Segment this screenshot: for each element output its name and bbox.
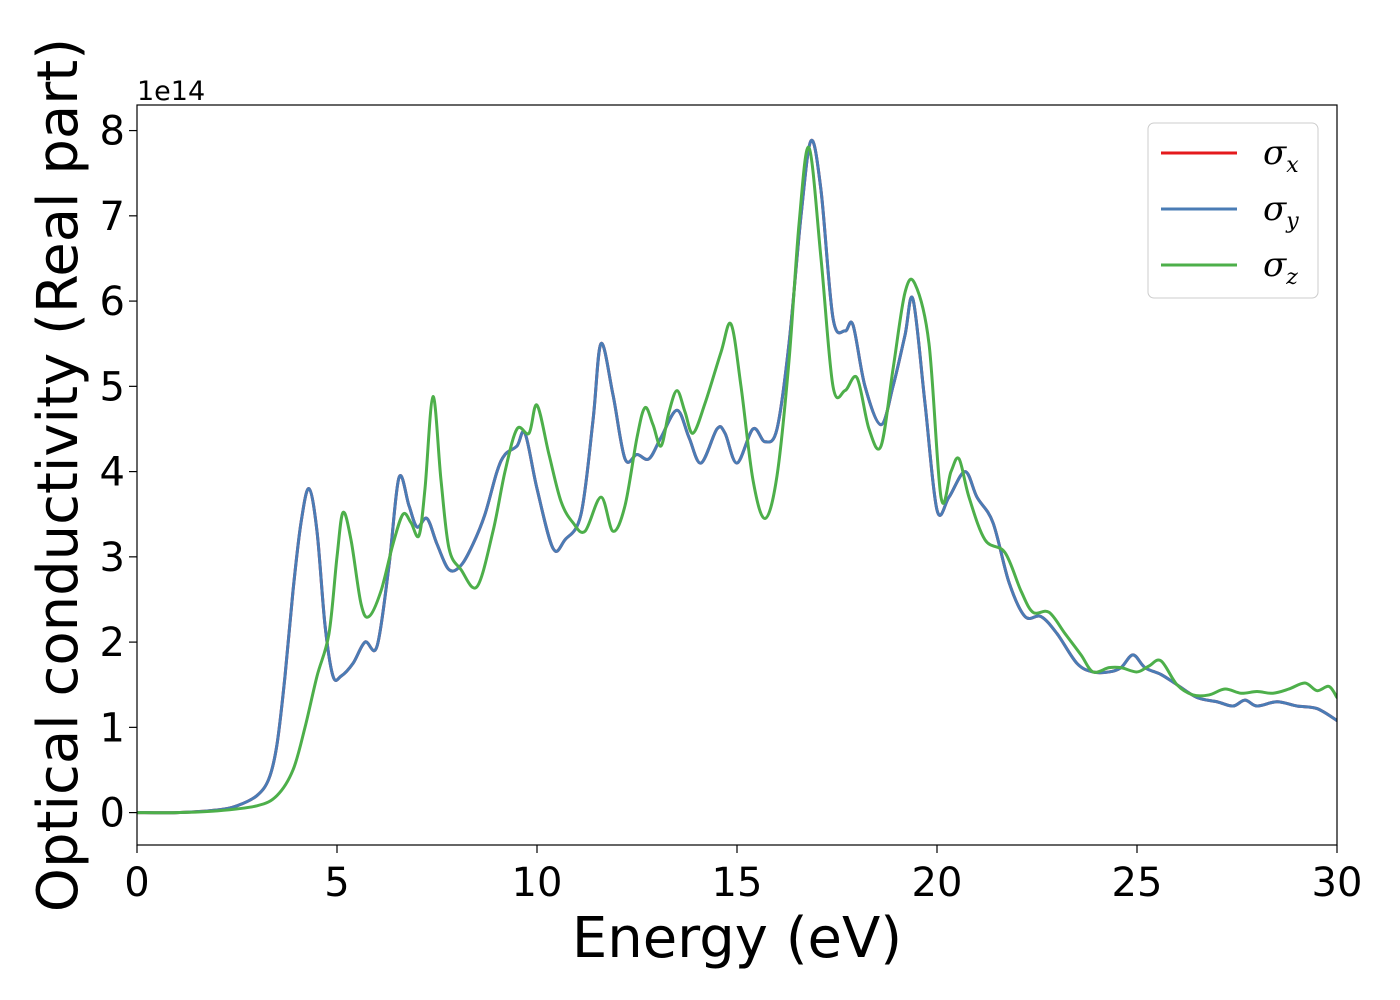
legend-label-x: σx (1263, 133, 1299, 178)
y-tick-label: 8 (100, 109, 125, 155)
y-axis-title: Optical conductivity (Real part) (26, 38, 91, 912)
y-tick-label: 4 (100, 450, 125, 496)
series-line-z (137, 145, 1337, 815)
series-layer (137, 138, 1337, 815)
legend: σx σy σz (1147, 122, 1319, 299)
x-axis-title: Energy (eV) (572, 906, 902, 971)
y-tick-label: 2 (100, 620, 125, 666)
y-tick-label: 0 (100, 791, 125, 837)
y-tick-label: 5 (100, 364, 125, 410)
series-line-y (137, 138, 1337, 815)
x-tick-label: 0 (124, 860, 149, 906)
y-tick-label: 6 (100, 279, 125, 325)
legend-label-y: σy (1263, 189, 1299, 234)
y-offset-label: 1e14 (137, 76, 205, 107)
y-axis: 0 1 2 3 4 5 6 7 8 (100, 109, 137, 837)
x-axis: 0 5 10 15 20 25 30 (124, 845, 1362, 906)
x-tick-label: 25 (1112, 860, 1163, 906)
x-tick-label: 15 (712, 860, 763, 906)
x-tick-label: 10 (512, 860, 563, 906)
legend-label-z: σz (1263, 245, 1298, 290)
y-tick-label: 3 (100, 535, 125, 581)
legend-items: σx σy σz (1161, 133, 1299, 290)
x-tick-label: 5 (324, 860, 349, 906)
x-tick-label: 30 (1312, 860, 1363, 906)
y-tick-label: 7 (100, 194, 125, 240)
x-tick-label: 20 (912, 860, 963, 906)
y-tick-label: 1 (100, 705, 125, 751)
